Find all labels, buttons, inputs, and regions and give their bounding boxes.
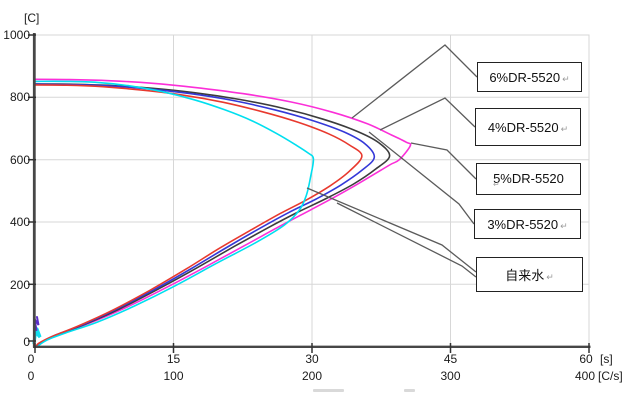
time-tick-45: 45: [443, 352, 458, 366]
y-tick-1000: 1000: [3, 28, 30, 42]
legend-label-4dr5520: 4%DR-5520: [487, 119, 559, 135]
cooling-curves: [34, 78, 412, 347]
leader-tap-water-2: [336, 202, 477, 278]
curve-3dr5520: [34, 84, 363, 347]
rate-tick-400: 400: [574, 369, 596, 383]
curve-4dr5520: [34, 83, 376, 347]
leader-3dr5520: [368, 131, 475, 225]
artifact-smudge: [404, 389, 415, 392]
time-tick-15: 15: [166, 352, 181, 366]
leader-5dr5520: [410, 142, 477, 180]
y-tick-400: 400: [9, 215, 30, 229]
paragraph-mark: ↵: [562, 73, 570, 84]
tick-marks: [28, 34, 590, 353]
rate-tick-100: 100: [163, 369, 184, 383]
leader-6dr5520: [351, 44, 478, 119]
legend-box-3dr5520: 3%DR-5520 ↵: [474, 209, 581, 239]
y-tick-0: 0: [23, 335, 30, 349]
paragraph-mark: ↵: [560, 123, 569, 134]
rate-tick-300: 300: [440, 369, 461, 383]
paragraph-mark: ↵: [560, 220, 568, 231]
rate-tick-200: 200: [301, 369, 323, 383]
leader-tap-water: [306, 187, 477, 273]
curve-5dr5520: [34, 83, 391, 347]
time-tick-30: 30: [305, 352, 319, 366]
legend-box-6dr5520: 6%DR-5520 ↵: [477, 62, 582, 92]
legend-leaders: [306, 44, 478, 278]
legend-box-4dr5520: 4%DR-5520 ↵: [475, 108, 581, 146]
rate-axis-unit-label: [C/s]: [598, 369, 623, 383]
legend-label-5dr5520: 5%DR-5520: [493, 170, 564, 186]
paragraph-mark: ↵: [493, 179, 500, 189]
legend-label-tap-water: 自来水: [505, 268, 545, 283]
paragraph-mark: ↵: [546, 272, 554, 282]
time-axis-unit-label: [s]: [600, 352, 613, 366]
curve-tap-water: [34, 80, 315, 347]
legend-label-6dr5520: 6%DR-5520: [489, 69, 561, 85]
curve-6dr5520: [34, 78, 412, 346]
axes: [28, 33, 591, 353]
time-tick-60: 60: [579, 352, 593, 366]
artifact-smudge: [313, 389, 344, 392]
time-tick-0: 0: [27, 352, 35, 366]
leader-4dr5520: [379, 97, 476, 131]
y-tick-800: 800: [9, 90, 30, 104]
legend-box-5dr5520: 5%DR-5520 ↵: [476, 163, 581, 195]
rate-tick-0: 0: [27, 369, 35, 383]
y-tick-200: 200: [9, 277, 30, 292]
y-tick-600: 600: [9, 152, 30, 167]
y-axis-unit-label: [C]: [24, 11, 40, 25]
legend-label-3dr5520: 3%DR-5520: [487, 216, 559, 232]
legend-box-tap-water: 自来水 ↵: [476, 257, 583, 292]
